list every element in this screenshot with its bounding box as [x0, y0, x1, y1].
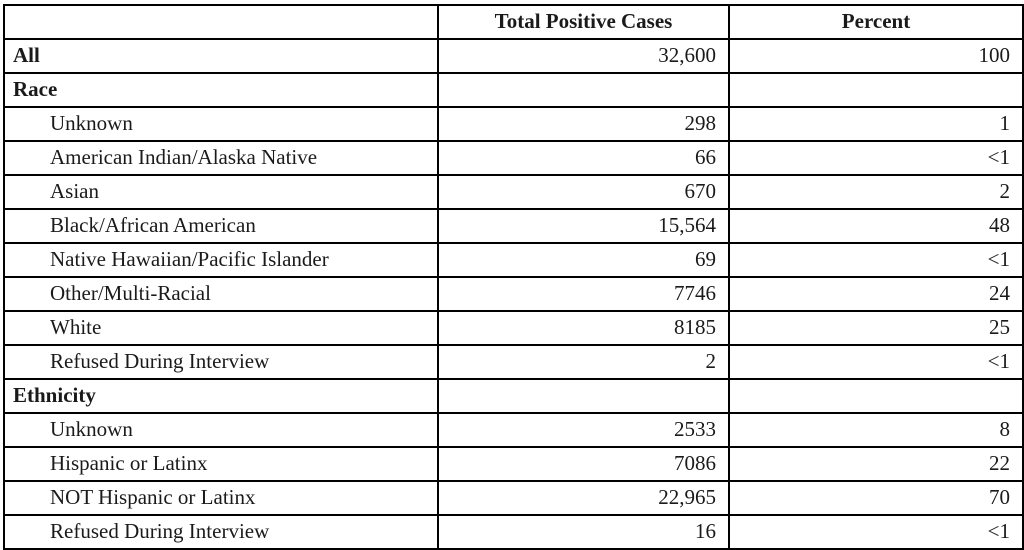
row-percent: 1	[728, 106, 1024, 142]
row-total-positive-cases	[437, 72, 730, 108]
row-percent: <1	[728, 344, 1024, 380]
demographics-table: Total Positive Cases Percent All 32,600 …	[3, 4, 1024, 550]
row-percent: 25	[728, 310, 1024, 346]
row-total-positive-cases: 670	[437, 174, 730, 210]
row-label: All	[3, 38, 439, 74]
row-label: Hispanic or Latinx	[3, 446, 439, 482]
row-percent	[728, 378, 1024, 414]
row-percent: 8	[728, 412, 1024, 448]
table-row: Native Hawaiian/Pacific Islander 69 <1	[3, 242, 1024, 278]
row-label: Refused During Interview	[3, 514, 439, 550]
row-label: Black/African American	[3, 208, 439, 244]
row-total-positive-cases: 2533	[437, 412, 730, 448]
row-percent: 100	[728, 38, 1024, 74]
row-percent: 24	[728, 276, 1024, 312]
row-percent: 70	[728, 480, 1024, 516]
table-body: All 32,600 100 Race Unknown 298 1 Americ…	[3, 38, 1024, 550]
row-label: Native Hawaiian/Pacific Islander	[3, 242, 439, 278]
header-cell-total-positive-cases: Total Positive Cases	[437, 4, 730, 40]
row-total-positive-cases: 7746	[437, 276, 730, 312]
row-label: Ethnicity	[3, 378, 439, 414]
row-label: White	[3, 310, 439, 346]
table-row: Asian 670 2	[3, 174, 1024, 210]
table-row: Black/African American 15,564 48	[3, 208, 1024, 244]
row-total-positive-cases: 298	[437, 106, 730, 142]
row-total-positive-cases: 69	[437, 242, 730, 278]
table-row: Refused During Interview 2 <1	[3, 344, 1024, 380]
header-cell-category	[3, 4, 439, 40]
table-row: All 32,600 100	[3, 38, 1024, 74]
row-percent: 22	[728, 446, 1024, 482]
row-percent	[728, 72, 1024, 108]
table-row: Race	[3, 72, 1024, 108]
table-header: Total Positive Cases Percent	[3, 4, 1024, 40]
row-percent: <1	[728, 242, 1024, 278]
row-percent: 48	[728, 208, 1024, 244]
row-total-positive-cases: 32,600	[437, 38, 730, 74]
table-row: Unknown 298 1	[3, 106, 1024, 142]
row-label: Unknown	[3, 106, 439, 142]
table-row: Refused During Interview 16 <1	[3, 514, 1024, 550]
row-percent: <1	[728, 140, 1024, 176]
row-total-positive-cases: 7086	[437, 446, 730, 482]
row-label: Refused During Interview	[3, 344, 439, 380]
table-row: Ethnicity	[3, 378, 1024, 414]
row-total-positive-cases: 22,965	[437, 480, 730, 516]
table-row: American Indian/Alaska Native 66 <1	[3, 140, 1024, 176]
table-row: White 8185 25	[3, 310, 1024, 346]
table-row: Unknown 2533 8	[3, 412, 1024, 448]
row-total-positive-cases: 8185	[437, 310, 730, 346]
row-label: American Indian/Alaska Native	[3, 140, 439, 176]
row-total-positive-cases: 66	[437, 140, 730, 176]
row-label: Race	[3, 72, 439, 108]
row-percent: <1	[728, 514, 1024, 550]
row-label: Asian	[3, 174, 439, 210]
table-row: Hispanic or Latinx 7086 22	[3, 446, 1024, 482]
row-label: Unknown	[3, 412, 439, 448]
table-row: NOT Hispanic or Latinx 22,965 70	[3, 480, 1024, 516]
row-label: NOT Hispanic or Latinx	[3, 480, 439, 516]
header-row: Total Positive Cases Percent	[3, 4, 1024, 40]
row-total-positive-cases: 2	[437, 344, 730, 380]
row-total-positive-cases: 16	[437, 514, 730, 550]
row-total-positive-cases: 15,564	[437, 208, 730, 244]
row-total-positive-cases	[437, 378, 730, 414]
table-row: Other/Multi-Racial 7746 24	[3, 276, 1024, 312]
header-cell-percent: Percent	[728, 4, 1024, 40]
row-percent: 2	[728, 174, 1024, 210]
positive-cases-demographics-table-page: Total Positive Cases Percent All 32,600 …	[3, 4, 1024, 550]
row-label: Other/Multi-Racial	[3, 276, 439, 312]
